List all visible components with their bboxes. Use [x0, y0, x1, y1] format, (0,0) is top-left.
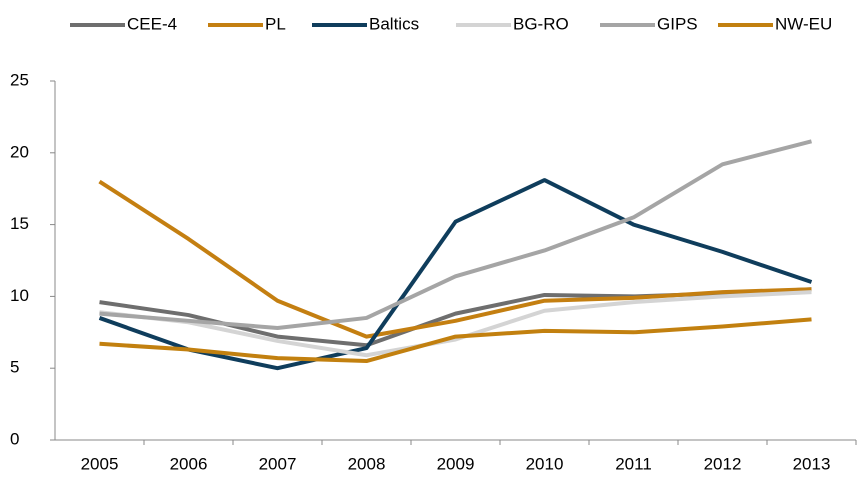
legend-label: Baltics: [369, 14, 419, 33]
legend-label: PL: [265, 14, 286, 33]
y-tick-label: 20: [10, 142, 29, 161]
x-tick-label: 2006: [170, 454, 208, 473]
x-tick-label: 2010: [526, 454, 564, 473]
x-tick-label: 2009: [437, 454, 475, 473]
x-tick-label: 2007: [259, 454, 297, 473]
x-tick-label: 2008: [348, 454, 386, 473]
y-tick-label: 10: [10, 286, 29, 305]
series-line: [99, 290, 812, 358]
y-tick-label: 0: [10, 429, 19, 448]
series-line: [98, 179, 812, 339]
y-tick-label: 25: [10, 70, 29, 89]
x-tick-label: 2013: [793, 454, 831, 473]
legend-label: CEE-4: [127, 14, 177, 33]
series-line: [99, 139, 812, 330]
legend-label: GIPS: [657, 14, 698, 33]
y-tick-label: 15: [10, 214, 29, 233]
x-tick-label: 2012: [704, 454, 742, 473]
legend-label: NW-EU: [775, 14, 832, 33]
x-tick-label: 2005: [81, 454, 119, 473]
series-line: [98, 178, 813, 371]
x-tick-label: 2011: [615, 454, 652, 473]
series-line: [99, 317, 812, 364]
y-tick-label: 5: [10, 358, 19, 377]
legend-label: BG-RO: [513, 14, 569, 33]
